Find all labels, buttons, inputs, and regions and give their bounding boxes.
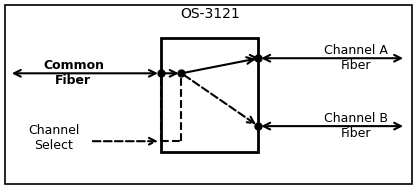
- Bar: [161, 38, 259, 152]
- Text: Channel A
Fiber: Channel A Fiber: [324, 44, 388, 72]
- Text: Channel B
Fiber: Channel B Fiber: [324, 112, 388, 140]
- Text: Channel
Select: Channel Select: [28, 124, 80, 152]
- Text: OS-3121: OS-3121: [180, 7, 240, 21]
- Text: Common
Fiber: Common Fiber: [43, 59, 104, 87]
